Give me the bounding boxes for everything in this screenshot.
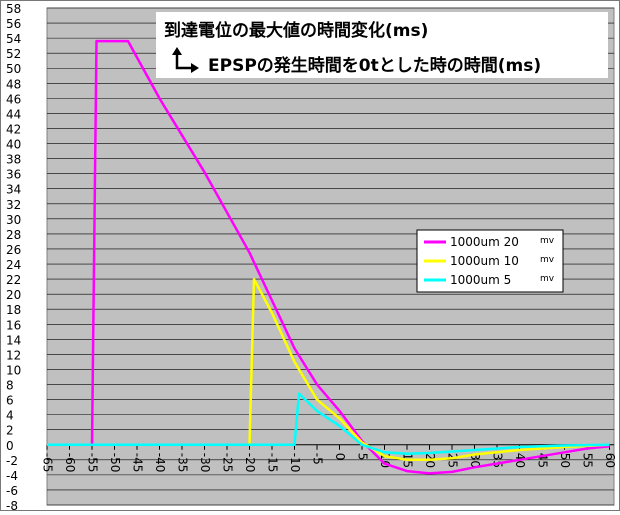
- y-tick-label: 10: [6, 363, 21, 377]
- y-axis-ticks: -8-6-4-202468101214161820222426283032343…: [6, 2, 21, 513]
- y-tick-label: 54: [6, 32, 21, 46]
- x-tick-label: 25: [446, 453, 460, 468]
- x-tick-label: -65: [41, 453, 55, 473]
- y-tick-label: 56: [6, 17, 21, 31]
- y-tick-label: -4: [6, 469, 18, 483]
- x-tick-label: -40: [153, 453, 167, 473]
- x-tick-label: -20: [243, 453, 257, 473]
- x-tick-label: -60: [63, 453, 77, 473]
- y-tick-label: 8: [6, 379, 14, 393]
- x-tick-label: -45: [131, 453, 145, 473]
- legend-label-1: 1000um 20: [450, 235, 519, 249]
- x-tick-label: -35: [176, 453, 190, 473]
- y-tick-label: 28: [6, 228, 21, 242]
- legend-label-3: 1000um 5: [450, 273, 511, 287]
- legend-unit-2: mv: [540, 255, 555, 265]
- y-tick-label: 4: [6, 409, 14, 423]
- y-tick-label: 14: [6, 333, 21, 347]
- x-tick-label: -5: [311, 453, 325, 465]
- y-tick-label: 12: [6, 348, 21, 362]
- y-tick-label: 38: [6, 153, 21, 167]
- title-background: [156, 12, 608, 78]
- x-tick-label: -15: [266, 453, 280, 473]
- series-line-1: [47, 39, 610, 475]
- y-tick-label: -8: [6, 499, 18, 511]
- x-tick-label: 55: [581, 453, 595, 468]
- x-tick-label: 50: [558, 453, 572, 468]
- chart-subtitle: EPSPの発生時間を0tとした時の時間(ms): [208, 55, 541, 76]
- y-tick-label: 32: [6, 198, 21, 212]
- series-layer: [47, 39, 610, 475]
- title-box: 到達電位の最大値の時間変化(ms) EPSPの発生時間を0tとした時の時間(ms…: [156, 12, 608, 78]
- y-tick-label: 50: [6, 62, 21, 76]
- y-tick-label: 18: [6, 303, 21, 317]
- y-tick-label: 34: [6, 183, 21, 197]
- y-tick-label: 48: [6, 77, 21, 91]
- y-tick-label: 40: [6, 138, 21, 152]
- y-tick-label: 2: [6, 424, 14, 438]
- y-tick-label: -6: [6, 484, 18, 498]
- y-tick-label: 6: [6, 394, 14, 408]
- y-tick-label: 42: [6, 122, 21, 136]
- x-tick-label: -25: [221, 453, 235, 473]
- x-tick-label: 60: [603, 453, 617, 468]
- x-tick-label: 30: [468, 453, 482, 468]
- series-line-3: [47, 392, 610, 456]
- x-tick-label: -30: [198, 453, 212, 473]
- x-tick-label: -55: [86, 453, 100, 473]
- y-tick-label: 0: [6, 439, 14, 453]
- y-tick-label: 52: [6, 47, 21, 61]
- y-tick-label: -2: [6, 454, 18, 468]
- x-tick-label: -10: [288, 453, 302, 473]
- legend-unit-1: mv: [540, 236, 555, 246]
- chart-title: 到達電位の最大値の時間変化(ms): [164, 20, 428, 41]
- y-tick-label: 26: [6, 243, 21, 257]
- y-tick-label: 20: [6, 288, 21, 302]
- y-tick-label: 22: [6, 273, 21, 287]
- x-tick-label: 5: [356, 453, 370, 461]
- x-tick-label: 35: [491, 453, 505, 468]
- y-tick-label: 30: [6, 213, 21, 227]
- legend-label-2: 1000um 10: [450, 254, 519, 268]
- x-tick-label: -50: [108, 453, 122, 473]
- y-tick-label: 44: [6, 107, 21, 121]
- x-tick-label: 0: [333, 453, 347, 461]
- legend: 1000um 20 mv 1000um 10 mv 1000um 5 mv: [416, 229, 564, 293]
- y-tick-label: 46: [6, 92, 21, 106]
- y-tick-label: 16: [6, 318, 21, 332]
- y-tick-label: 36: [6, 168, 21, 182]
- y-tick-label: 24: [6, 258, 21, 272]
- legend-unit-3: mv: [540, 274, 555, 284]
- y-tick-label: 58: [6, 2, 21, 16]
- corner-arrow-icon: [172, 47, 199, 73]
